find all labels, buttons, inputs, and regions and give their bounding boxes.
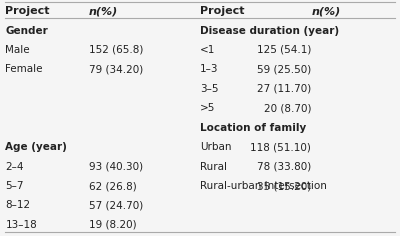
Text: n(%): n(%) — [311, 6, 340, 16]
Text: Rural: Rural — [200, 162, 227, 172]
Text: >5: >5 — [200, 103, 215, 113]
Text: 35 (15.20): 35 (15.20) — [257, 181, 311, 191]
Text: 93 (40.30): 93 (40.30) — [89, 162, 143, 172]
Text: 59 (25.50): 59 (25.50) — [257, 64, 311, 74]
Text: Gender: Gender — [5, 25, 48, 36]
Text: Urban: Urban — [200, 142, 232, 152]
Text: Disease duration (year): Disease duration (year) — [200, 25, 339, 36]
Text: 118 (51.10): 118 (51.10) — [250, 142, 311, 152]
Text: 78 (33.80): 78 (33.80) — [257, 162, 311, 172]
Text: 57 (24.70): 57 (24.70) — [89, 200, 143, 211]
Text: n(%): n(%) — [89, 6, 118, 16]
Text: Age (year): Age (year) — [5, 142, 67, 152]
Text: 79 (34.20): 79 (34.20) — [89, 64, 143, 74]
Text: 3–5: 3–5 — [200, 84, 218, 94]
Text: 2–4: 2–4 — [5, 162, 24, 172]
Text: 5–7: 5–7 — [5, 181, 24, 191]
Text: Rural-urban intersection: Rural-urban intersection — [200, 181, 327, 191]
Text: 1–3: 1–3 — [200, 64, 218, 74]
Text: <1: <1 — [200, 45, 215, 55]
Text: 125 (54.1): 125 (54.1) — [257, 45, 311, 55]
Text: 19 (8.20): 19 (8.20) — [89, 220, 136, 230]
Text: 27 (11.70): 27 (11.70) — [257, 84, 311, 94]
Text: 62 (26.8): 62 (26.8) — [89, 181, 136, 191]
Text: Female: Female — [5, 64, 43, 74]
Text: Project: Project — [5, 6, 50, 16]
Text: 8–12: 8–12 — [5, 200, 30, 211]
Text: 152 (65.8): 152 (65.8) — [89, 45, 143, 55]
Text: Male: Male — [5, 45, 30, 55]
Text: Project: Project — [200, 6, 244, 16]
Text: 13–18: 13–18 — [5, 220, 37, 230]
Text: Location of family: Location of family — [200, 123, 306, 133]
Text: 20 (8.70): 20 (8.70) — [264, 103, 311, 113]
